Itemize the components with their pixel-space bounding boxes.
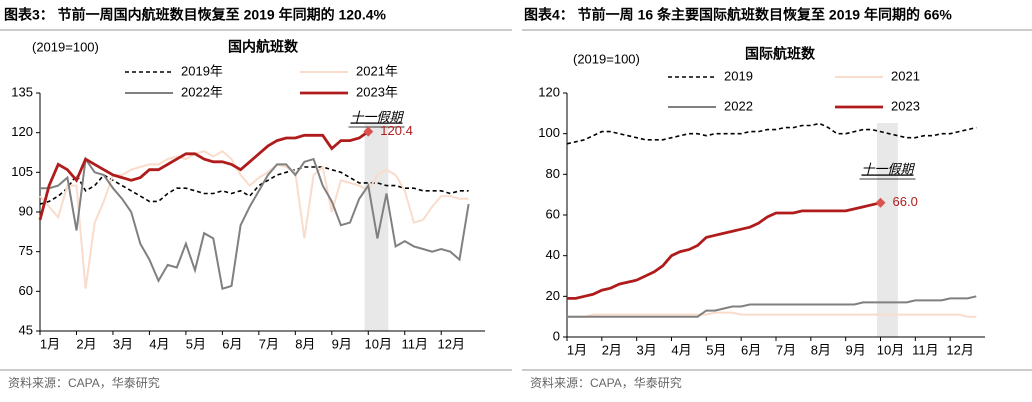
legend-label: 2021	[891, 68, 920, 83]
x-tick-label: 3月	[113, 336, 133, 351]
series-line	[40, 156, 470, 290]
value-label: 120.4	[380, 123, 413, 138]
y-tick-label: 100	[538, 125, 560, 140]
x-tick-label: 4月	[671, 342, 691, 357]
x-tick-label: 7月	[259, 336, 279, 351]
figure-title: 图表3： 节前一周国内航班数目恢复至 2019 年同期的 120.4%	[4, 7, 387, 23]
x-tick-label: 1月	[567, 342, 587, 357]
x-tick-label: 9月	[846, 342, 866, 357]
y-tick-label: 135	[11, 84, 33, 99]
series-line	[567, 201, 881, 300]
y-tick-label: 45	[19, 322, 33, 337]
series-line	[39, 149, 469, 289]
y-tick-label: 80	[546, 166, 560, 181]
unit-label: (2019=100)	[573, 51, 640, 66]
y-tick-label: 105	[11, 164, 33, 179]
legend-label: 2022	[724, 98, 753, 113]
legend-label: 2019	[724, 68, 753, 83]
x-tick-label: 10月	[365, 336, 392, 351]
x-tick-label: 4月	[149, 336, 169, 351]
x-tick-label: 2月	[76, 336, 96, 351]
x-tick-label: 9月	[332, 336, 352, 351]
source-note: 资料来源：CAPA，华泰研究	[530, 375, 682, 390]
x-tick-label: 5月	[186, 336, 206, 351]
value-label: 66.0	[893, 194, 918, 209]
y-tick-label: 60	[546, 206, 560, 221]
annotation: 十一假期	[861, 161, 915, 176]
y-tick-label: 0	[553, 328, 560, 343]
legend-label: 2019年	[181, 63, 223, 78]
holiday-band	[877, 123, 898, 337]
y-tick-label: 20	[546, 288, 560, 303]
x-tick-label: 6月	[222, 336, 242, 351]
y-tick-label: 75	[19, 243, 33, 258]
y-tick-label: 90	[19, 203, 33, 218]
y-tick-label: 60	[19, 283, 33, 298]
x-tick-label: 12月	[437, 336, 464, 351]
y-tick-label: 40	[546, 247, 560, 262]
series-line	[567, 311, 977, 318]
x-tick-label: 3月	[637, 342, 657, 357]
series-line	[567, 295, 977, 318]
x-tick-label: 11月	[402, 336, 429, 351]
x-tick-label: 6月	[741, 342, 761, 357]
figure-title: 图表4： 节前一周 16 条主要国际航班数目恢复至 2019 年同期的 66%	[524, 7, 952, 23]
x-tick-label: 5月	[706, 342, 726, 357]
x-tick-label: 7月	[776, 342, 796, 357]
y-tick-label: 120	[11, 124, 33, 139]
y-tick-label: 120	[538, 84, 560, 99]
x-tick-label: 12月	[946, 342, 973, 357]
x-tick-label: 8月	[811, 342, 831, 357]
unit-label: (2019=100)	[32, 39, 99, 54]
legend-label: 2023	[891, 98, 920, 113]
end-marker	[363, 126, 374, 137]
end-marker	[875, 197, 886, 208]
holiday-band	[364, 123, 389, 331]
x-tick-label: 11月	[912, 342, 939, 357]
annotation: 十一假期	[350, 109, 404, 124]
source-note: 资料来源：CAPA，华泰研究	[8, 375, 160, 390]
chart-title: 国际航班数	[745, 46, 816, 62]
legend-label: 2023年	[356, 84, 398, 99]
series-line	[566, 122, 977, 145]
x-tick-label: 2月	[602, 342, 622, 357]
x-tick-label: 8月	[295, 336, 315, 351]
legend-label: 2021年	[356, 63, 398, 78]
series-line	[38, 130, 370, 221]
x-tick-label: 10月	[877, 342, 904, 357]
x-tick-label: 1月	[40, 336, 60, 351]
legend-label: 2022年	[181, 84, 223, 99]
chart-title: 国内航班数	[228, 39, 299, 55]
